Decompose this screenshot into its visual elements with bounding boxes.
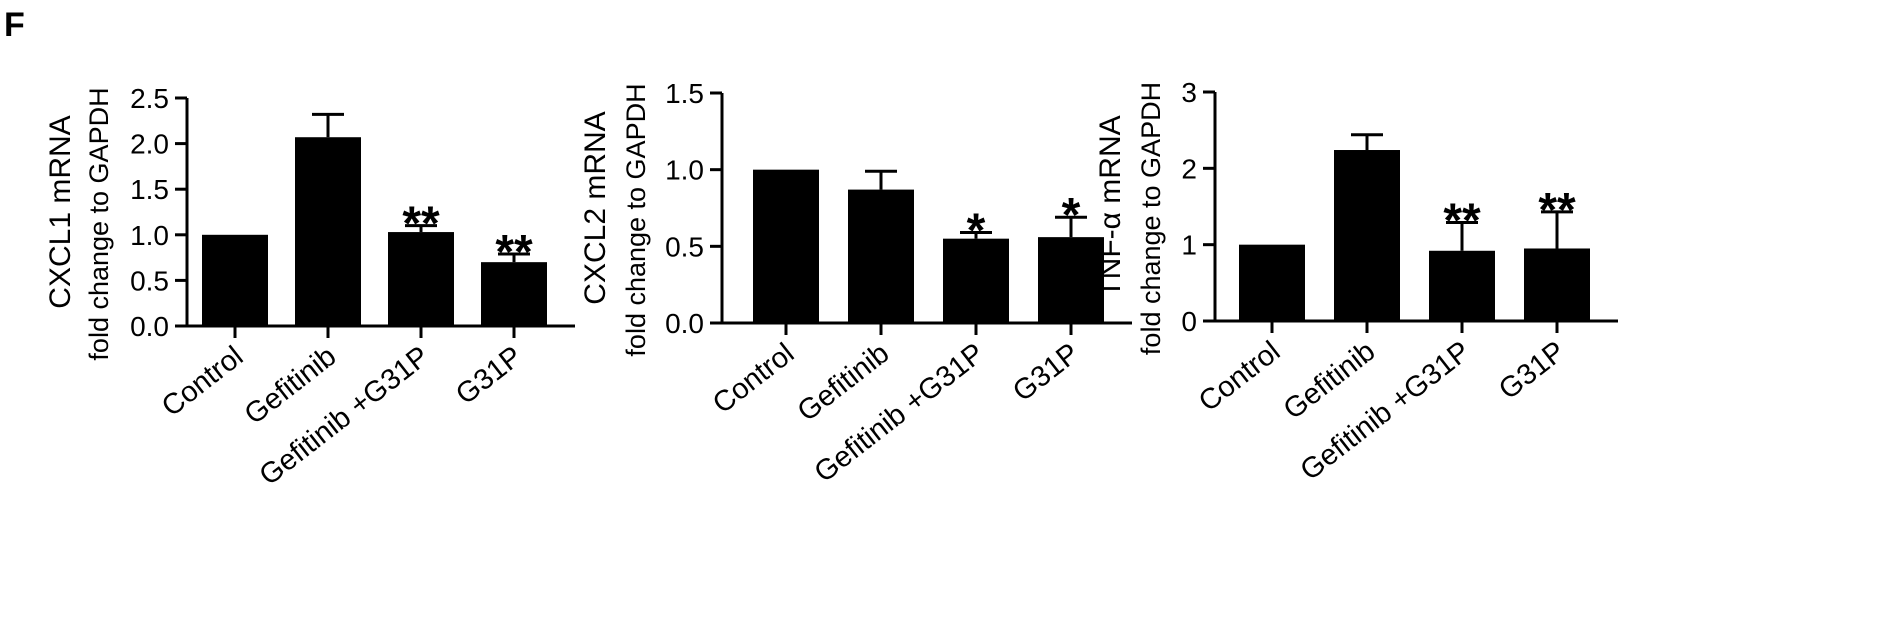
x-tick-label: Gefitinib +G31P <box>809 337 991 489</box>
y-tick-label: 3 <box>1181 77 1197 108</box>
y-axis-title-line1: CXCL1 mRNA <box>44 115 77 308</box>
x-tick-label: Gefitinib +G31P <box>254 340 436 492</box>
y-tick-label: 2 <box>1181 153 1197 184</box>
y-tick-label: 0.5 <box>130 265 169 296</box>
y-axis-title-line1: TNF-α mRNA <box>1094 115 1127 297</box>
bar <box>295 137 361 326</box>
chart-cxcl2: 0.0 0.5 1.0 1.5 CXCL2 mRNA fold change to GAP… <box>579 78 1132 489</box>
x-tick-label: Gefitinib +G31P <box>1295 335 1477 487</box>
bar <box>388 232 454 326</box>
bar <box>848 189 914 323</box>
bar <box>1334 150 1400 321</box>
bar <box>1038 237 1104 323</box>
bar <box>1239 244 1305 321</box>
significance-marker: * <box>967 205 986 258</box>
bar <box>1429 250 1495 321</box>
y-tick-label: 0.5 <box>665 231 704 262</box>
y-tick-label: 2.0 <box>130 129 169 160</box>
y-axis-title-line1: CXCL2 mRNA <box>579 111 612 304</box>
y-tick-label: 1 <box>1181 230 1197 261</box>
x-tick-label: G31P <box>450 340 528 411</box>
bar <box>481 262 547 326</box>
y-tick-label: 0 <box>1181 306 1197 337</box>
y-tick-label: 1.5 <box>130 174 169 205</box>
y-axis-title-line2: fold change to GAPDH <box>621 83 651 356</box>
chart-cxcl1: 0.0 0.5 1.0 1.5 2.0 2.5 CXCL1 mRNA fold change … <box>44 83 575 492</box>
bar <box>1524 248 1590 321</box>
chart-tnf-alpha: 0 1 2 3 TNF-α mRNA fold change to GAPDH Contro… <box>1094 77 1618 487</box>
x-tick-label: G31P <box>1007 337 1085 408</box>
y-tick-label: 0.0 <box>130 311 169 342</box>
x-tick-label: Control <box>156 340 249 423</box>
x-tick-label: Control <box>1193 335 1286 418</box>
y-tick-label: 1.0 <box>130 220 169 251</box>
significance-marker: ** <box>1538 184 1576 237</box>
significance-marker: * <box>1062 189 1081 242</box>
significance-marker: ** <box>402 198 440 251</box>
y-axis-title-line2: fold change to GAPDH <box>1136 82 1166 355</box>
bar <box>202 234 268 326</box>
significance-marker: ** <box>495 226 533 279</box>
bar <box>753 169 819 323</box>
significance-marker: ** <box>1443 195 1481 248</box>
y-tick-label: 0.0 <box>665 308 704 339</box>
y-axis-title-line2: fold change to GAPDH <box>84 87 114 360</box>
y-tick-label: 1.0 <box>665 155 704 186</box>
y-tick-label: 1.5 <box>665 78 704 109</box>
x-tick-label: G31P <box>1493 335 1571 406</box>
x-tick-label: Control <box>707 337 800 420</box>
bar <box>943 238 1009 323</box>
y-tick-label: 2.5 <box>130 83 169 114</box>
panel-label: F <box>4 6 25 44</box>
